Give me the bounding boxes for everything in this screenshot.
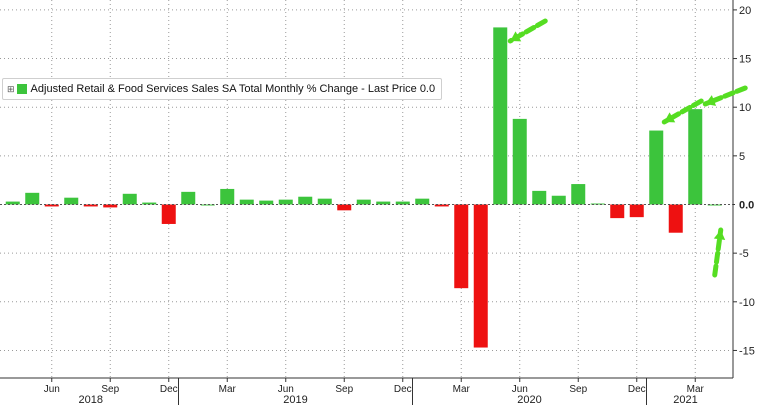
annotation-arrowhead bbox=[664, 112, 676, 123]
legend[interactable]: ⊞ Adjusted Retail & Food Services Sales … bbox=[2, 78, 443, 100]
bar bbox=[44, 204, 59, 207]
year-label: 2021 bbox=[673, 394, 697, 405]
bar bbox=[376, 201, 391, 205]
bar bbox=[83, 204, 98, 207]
bar bbox=[668, 204, 683, 233]
bar bbox=[532, 190, 547, 205]
bar bbox=[610, 204, 625, 219]
bar bbox=[298, 196, 313, 205]
bar bbox=[493, 27, 508, 205]
legend-swatch bbox=[16, 84, 27, 94]
y-tick-label: -10 bbox=[739, 297, 755, 309]
y-tick-label: 15 bbox=[739, 54, 751, 66]
x-tick-label: Sep bbox=[101, 384, 119, 395]
y-tick-label: 20 bbox=[739, 5, 751, 17]
bar bbox=[161, 204, 176, 224]
y-tick-label: 10 bbox=[739, 102, 751, 114]
year-label: 2020 bbox=[517, 394, 541, 405]
bar bbox=[25, 192, 40, 205]
annotation-arrowhead bbox=[705, 95, 717, 106]
bar bbox=[317, 198, 332, 205]
x-tick-label: Dec bbox=[628, 384, 646, 395]
x-tick-label: Dec bbox=[394, 384, 412, 395]
annotation-arrowhead bbox=[713, 230, 726, 241]
bar bbox=[278, 199, 293, 205]
bar bbox=[220, 188, 235, 205]
bar bbox=[707, 204, 722, 206]
year-label: 2019 bbox=[283, 394, 307, 405]
bar bbox=[5, 201, 20, 205]
bar bbox=[551, 195, 566, 205]
bar bbox=[415, 198, 430, 205]
legend-toggle-icon[interactable]: ⊞ bbox=[7, 83, 15, 94]
last-price-label: 0.0 bbox=[739, 200, 754, 212]
bar bbox=[454, 204, 469, 289]
annotation-arrowhead bbox=[510, 31, 522, 42]
x-tick-label: Jun bbox=[278, 384, 294, 395]
last-price-badge bbox=[735, 197, 760, 212]
x-tick-label: Jun bbox=[512, 384, 528, 395]
bar bbox=[434, 204, 449, 207]
bar bbox=[142, 202, 157, 205]
bar bbox=[259, 200, 274, 205]
bar bbox=[356, 199, 371, 205]
y-tick-label: -15 bbox=[739, 345, 755, 357]
x-tick-label: Dec bbox=[160, 384, 178, 395]
bar bbox=[181, 191, 196, 205]
x-tick-label: Sep bbox=[335, 384, 353, 395]
bar bbox=[239, 199, 254, 205]
x-tick-label: Sep bbox=[569, 384, 587, 395]
x-tick-label: Jun bbox=[44, 384, 60, 395]
y-tick-label: -5 bbox=[739, 248, 749, 260]
bar bbox=[649, 130, 664, 205]
x-tick-label: Mar bbox=[219, 384, 237, 395]
bar bbox=[200, 204, 215, 206]
bar bbox=[395, 201, 410, 205]
bar bbox=[122, 193, 137, 205]
x-tick-label: Mar bbox=[453, 384, 471, 395]
bar bbox=[688, 109, 703, 205]
bar bbox=[473, 204, 488, 348]
legend-label: Adjusted Retail & Food Services Sales SA… bbox=[30, 83, 436, 95]
x-tick-label: Mar bbox=[687, 384, 705, 395]
bar bbox=[64, 197, 79, 205]
bar bbox=[571, 184, 586, 205]
year-label: 2018 bbox=[79, 394, 103, 405]
y-tick-label: 5 bbox=[739, 151, 745, 163]
bar bbox=[512, 118, 527, 205]
bar bbox=[337, 204, 352, 211]
bar bbox=[629, 204, 644, 218]
bar bbox=[103, 204, 118, 208]
